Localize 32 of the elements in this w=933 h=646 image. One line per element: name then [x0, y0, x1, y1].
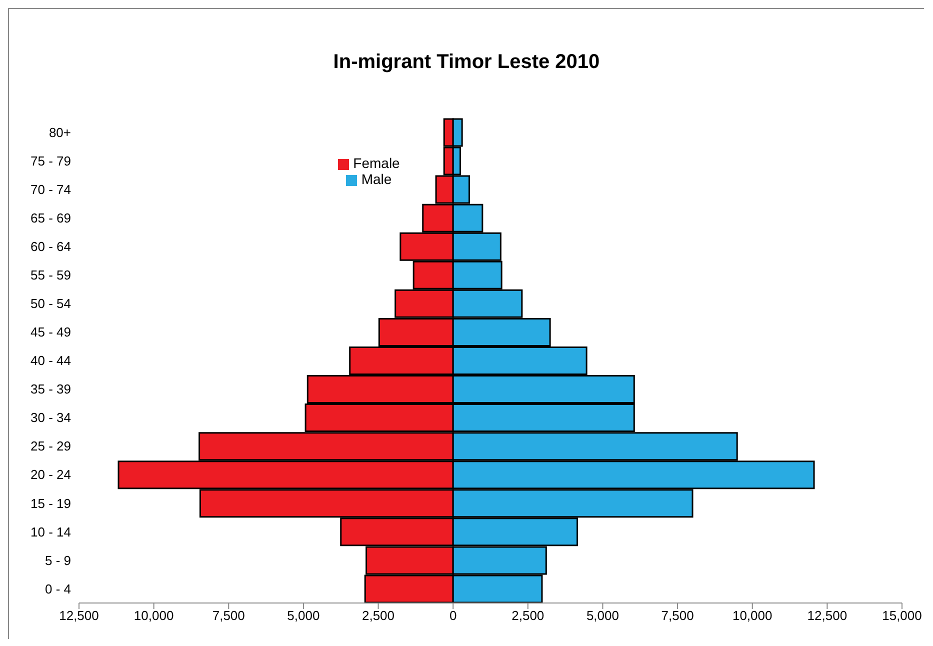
legend-label: Male — [361, 171, 392, 187]
x-tick-label: 5,000 — [287, 608, 320, 624]
chart-title: In-migrant Timor Leste 2010 — [332, 51, 601, 74]
y-tick-label: 35 - 39 — [30, 382, 71, 397]
x-tick-label: 12,500 — [807, 608, 848, 624]
y-tick-label: 45 - 49 — [30, 324, 71, 340]
x-tick-label: 0 — [449, 608, 457, 624]
y-tick-label: 40 - 44 — [30, 353, 71, 368]
y-tick-label: 30 - 34 — [30, 410, 71, 426]
x-tick-label: 2,500 — [512, 608, 544, 624]
y-tick-label: 20 - 24 — [30, 467, 71, 482]
y-tick-label: 0 - 4 — [44, 581, 71, 596]
y-tick-label: 75 - 79 — [30, 153, 71, 168]
y-tick-label: 60 - 64 — [30, 238, 71, 254]
y-tick-label: 25 - 29 — [30, 438, 71, 454]
y-tick-label: 70 - 74 — [30, 182, 71, 197]
x-tick-label: 10,000 — [732, 608, 772, 624]
y-tick-label: 55 - 59 — [30, 268, 71, 283]
x-tick-label: 2,500 — [362, 608, 395, 624]
y-tick-label: 15 - 19 — [30, 496, 71, 511]
x-tick-label: 10,000 — [134, 608, 174, 624]
x-tick-label: 15,000 — [882, 608, 922, 624]
x-tick-label: 7,500 — [661, 608, 694, 624]
x-tick-label: 5,000 — [586, 608, 619, 624]
y-tick-label: 80+ — [48, 124, 71, 140]
y-tick-label: 5 - 9 — [44, 552, 71, 568]
y-tick-label: 50 - 54 — [30, 296, 71, 312]
y-tick-label: 10 - 14 — [30, 524, 71, 540]
y-tick-label: 65 - 69 — [30, 210, 71, 226]
x-tick-label: 7,500 — [212, 608, 245, 624]
x-tick-label: 12,500 — [59, 608, 99, 624]
legend-label: Female — [353, 155, 400, 171]
